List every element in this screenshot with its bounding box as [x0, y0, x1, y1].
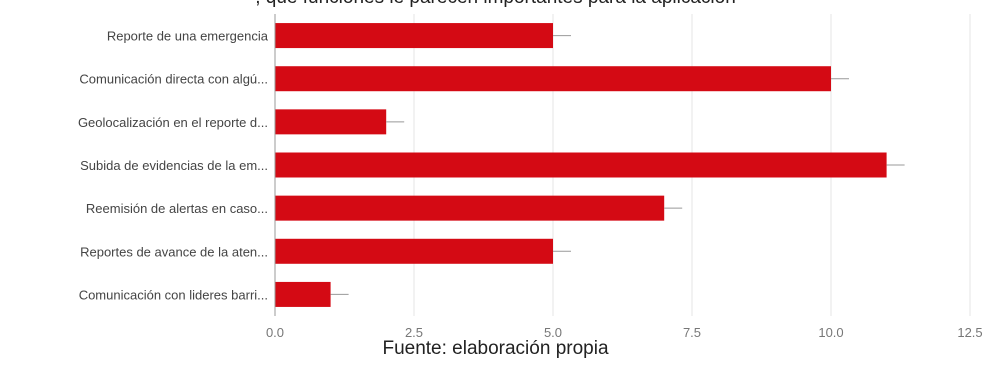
source-caption: Fuente: elaboración propia: [0, 338, 991, 360]
bar: [275, 239, 553, 264]
category-label: Subida de evidencias de la em...: [80, 158, 268, 173]
category-label: Reportes de avance de la aten...: [80, 244, 268, 259]
bar: [275, 66, 831, 91]
category-label: Reporte de una emergencia: [107, 29, 269, 44]
category-label: Reemisión de alertas en caso...: [86, 201, 268, 216]
bar: [275, 23, 553, 48]
bar: [275, 153, 887, 178]
category-labels: Reporte de una emergencia Comunicación di…: [78, 29, 269, 303]
bar: [275, 109, 386, 134]
category-label: Comunicación directa con algú...: [79, 72, 268, 87]
bar: [275, 196, 664, 221]
category-label: Geolocalización en el reporte d...: [78, 115, 268, 130]
bars: [275, 23, 905, 307]
category-label: Comunicación con lideres barri...: [79, 287, 268, 302]
bar: [275, 282, 331, 307]
